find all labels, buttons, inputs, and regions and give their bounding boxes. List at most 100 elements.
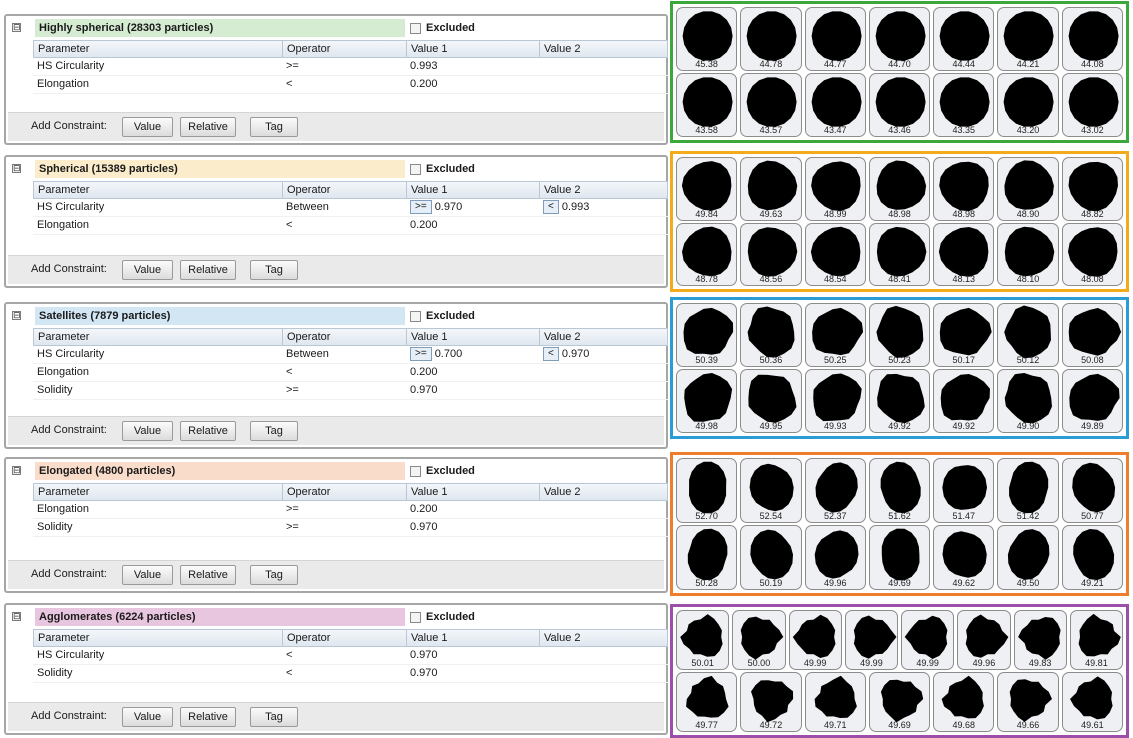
add-relative-button[interactable]: Relative (180, 565, 236, 585)
particle-thumbnail[interactable]: 49.62 (933, 525, 995, 590)
particle-thumbnail[interactable]: 48.08 (1061, 222, 1123, 286)
particle-thumbnail[interactable]: 50.12 (997, 303, 1059, 367)
particle-thumbnail[interactable]: 48.54 (804, 222, 866, 286)
particle-thumbnail[interactable]: 48.99 (804, 157, 866, 221)
add-tag-button[interactable]: Tag (250, 117, 298, 137)
particle-thumbnail[interactable]: 51.62 (868, 458, 931, 523)
value1-cell[interactable]: 0.970 (410, 382, 438, 399)
particle-thumbnail[interactable]: 43.35 (933, 73, 995, 137)
add-value-button[interactable]: Value (122, 117, 173, 137)
column-header[interactable]: Value 2 (539, 182, 581, 198)
value2-operator-box[interactable]: < (543, 347, 559, 362)
add-value-button[interactable]: Value (122, 707, 173, 727)
particle-thumbnail[interactable]: 49.98 (676, 369, 738, 433)
particle-thumbnail[interactable]: 43.20 (997, 73, 1059, 137)
particle-thumbnail[interactable]: 50.39 (676, 303, 738, 367)
particle-thumbnail[interactable]: 44.77 (804, 7, 866, 71)
column-header[interactable]: Operator (282, 630, 330, 646)
particle-thumbnail[interactable]: 51.42 (997, 458, 1059, 523)
particle-thumbnail[interactable]: 44.70 (868, 7, 931, 71)
particle-thumbnail[interactable]: 50.23 (868, 303, 931, 367)
particle-thumbnail[interactable]: 49.93 (804, 369, 866, 433)
excluded-checkbox[interactable]: Excluded (410, 465, 475, 479)
particle-thumbnail[interactable]: 43.46 (868, 73, 931, 137)
collapse-icon[interactable]: ⊟ (12, 465, 21, 475)
particle-thumbnail[interactable]: 49.92 (868, 369, 931, 433)
particle-thumbnail[interactable]: 43.57 (740, 73, 802, 137)
value1-cell[interactable]: 0.970 (410, 647, 438, 664)
particle-thumbnail[interactable]: 48.98 (868, 157, 931, 221)
column-header[interactable]: Value 1 (406, 329, 448, 345)
column-header[interactable]: Value 2 (539, 630, 581, 646)
particle-thumbnail[interactable]: 43.47 (804, 73, 866, 137)
column-header[interactable]: Value 1 (406, 41, 448, 57)
particle-thumbnail[interactable]: 48.82 (1061, 157, 1123, 221)
excluded-checkbox[interactable]: Excluded (410, 310, 475, 324)
particle-thumbnail[interactable]: 44.78 (740, 7, 802, 71)
particle-thumbnail[interactable]: 45.38 (676, 7, 738, 71)
value1-cell[interactable]: 0.200 (410, 501, 438, 518)
particle-thumbnail[interactable]: 50.19 (740, 525, 802, 590)
checkbox-icon[interactable] (410, 310, 421, 322)
table-row[interactable]: HS Circularity <0.970 (33, 647, 668, 665)
excluded-checkbox[interactable]: Excluded (410, 611, 475, 625)
collapse-icon[interactable]: ⊟ (12, 163, 21, 173)
column-header[interactable]: Parameter (38, 632, 90, 644)
value1-cell[interactable]: >= 0.700 (410, 346, 462, 363)
value1-operator-box[interactable]: >= (410, 200, 432, 215)
value1-operator-box[interactable]: >= (410, 347, 432, 362)
particle-thumbnail[interactable]: 51.47 (933, 458, 995, 523)
particle-thumbnail[interactable]: 50.77 (1061, 458, 1123, 523)
particle-thumbnail[interactable]: 52.54 (740, 458, 802, 523)
particle-thumbnail[interactable]: 49.99 (788, 610, 842, 670)
particle-thumbnail[interactable]: 49.66 (997, 672, 1059, 732)
add-tag-button[interactable]: Tag (250, 707, 298, 727)
particle-thumbnail[interactable]: 44.21 (997, 7, 1059, 71)
particle-thumbnail[interactable]: 49.99 (901, 610, 955, 670)
particle-thumbnail[interactable]: 49.50 (997, 525, 1059, 590)
add-relative-button[interactable]: Relative (180, 117, 236, 137)
value1-cell[interactable]: >= 0.970 (410, 199, 462, 216)
table-row[interactable]: HS Circularity >= 0.993 (33, 58, 668, 76)
particle-thumbnail[interactable]: 49.68 (933, 672, 995, 732)
particle-thumbnail[interactable]: 43.02 (1061, 73, 1123, 137)
excluded-checkbox[interactable]: Excluded (410, 22, 475, 36)
particle-thumbnail[interactable]: 50.01 (676, 610, 730, 670)
particle-thumbnail[interactable]: 49.84 (676, 157, 738, 221)
value1-cell[interactable]: 0.970 (410, 665, 438, 682)
particle-thumbnail[interactable]: 48.10 (997, 222, 1059, 286)
particle-thumbnail[interactable]: 52.37 (804, 458, 866, 523)
particle-thumbnail[interactable]: 49.99 (844, 610, 899, 670)
particle-thumbnail[interactable]: 49.72 (740, 672, 802, 732)
table-row[interactable]: Elongation <0.200 (33, 217, 668, 235)
particle-thumbnail[interactable]: 48.13 (933, 222, 995, 286)
particle-thumbnail[interactable]: 50.36 (740, 303, 802, 367)
column-header[interactable]: Parameter (38, 331, 90, 343)
table-row[interactable]: Solidity <0.970 (33, 665, 668, 683)
particle-thumbnail[interactable]: 48.41 (868, 222, 931, 286)
collapse-icon[interactable]: ⊟ (12, 22, 21, 32)
particle-thumbnail[interactable]: 49.95 (740, 369, 802, 433)
particle-thumbnail[interactable]: 48.78 (676, 222, 738, 286)
particle-thumbnail[interactable]: 49.83 (1013, 610, 1067, 670)
particle-thumbnail[interactable]: 49.61 (1061, 672, 1123, 732)
particle-thumbnail[interactable]: 49.69 (868, 672, 931, 732)
value2-operator-box[interactable]: < (543, 200, 559, 215)
particle-thumbnail[interactable]: 44.08 (1061, 7, 1123, 71)
column-header[interactable]: Parameter (38, 184, 90, 196)
value1-cell[interactable]: 0.200 (410, 364, 438, 381)
add-relative-button[interactable]: Relative (180, 707, 236, 727)
table-row[interactable]: Solidity >= 0.970 (33, 382, 668, 400)
collapse-icon[interactable]: ⊟ (12, 611, 21, 621)
particle-thumbnail[interactable]: 48.90 (997, 157, 1059, 221)
particle-thumbnail[interactable]: 52.70 (676, 458, 738, 523)
value1-cell[interactable]: 0.970 (410, 519, 438, 536)
particle-thumbnail[interactable]: 48.56 (740, 222, 802, 286)
column-header[interactable]: Value 1 (406, 484, 448, 500)
particle-thumbnail[interactable]: 49.96 (957, 610, 1011, 670)
value2-cell[interactable]: <0.993 (543, 199, 589, 216)
particle-thumbnail[interactable]: 49.71 (804, 672, 866, 732)
column-header[interactable]: Value 2 (539, 329, 581, 345)
table-row[interactable]: Elongation <0.200 (33, 364, 668, 382)
particle-thumbnail[interactable]: 50.25 (804, 303, 866, 367)
